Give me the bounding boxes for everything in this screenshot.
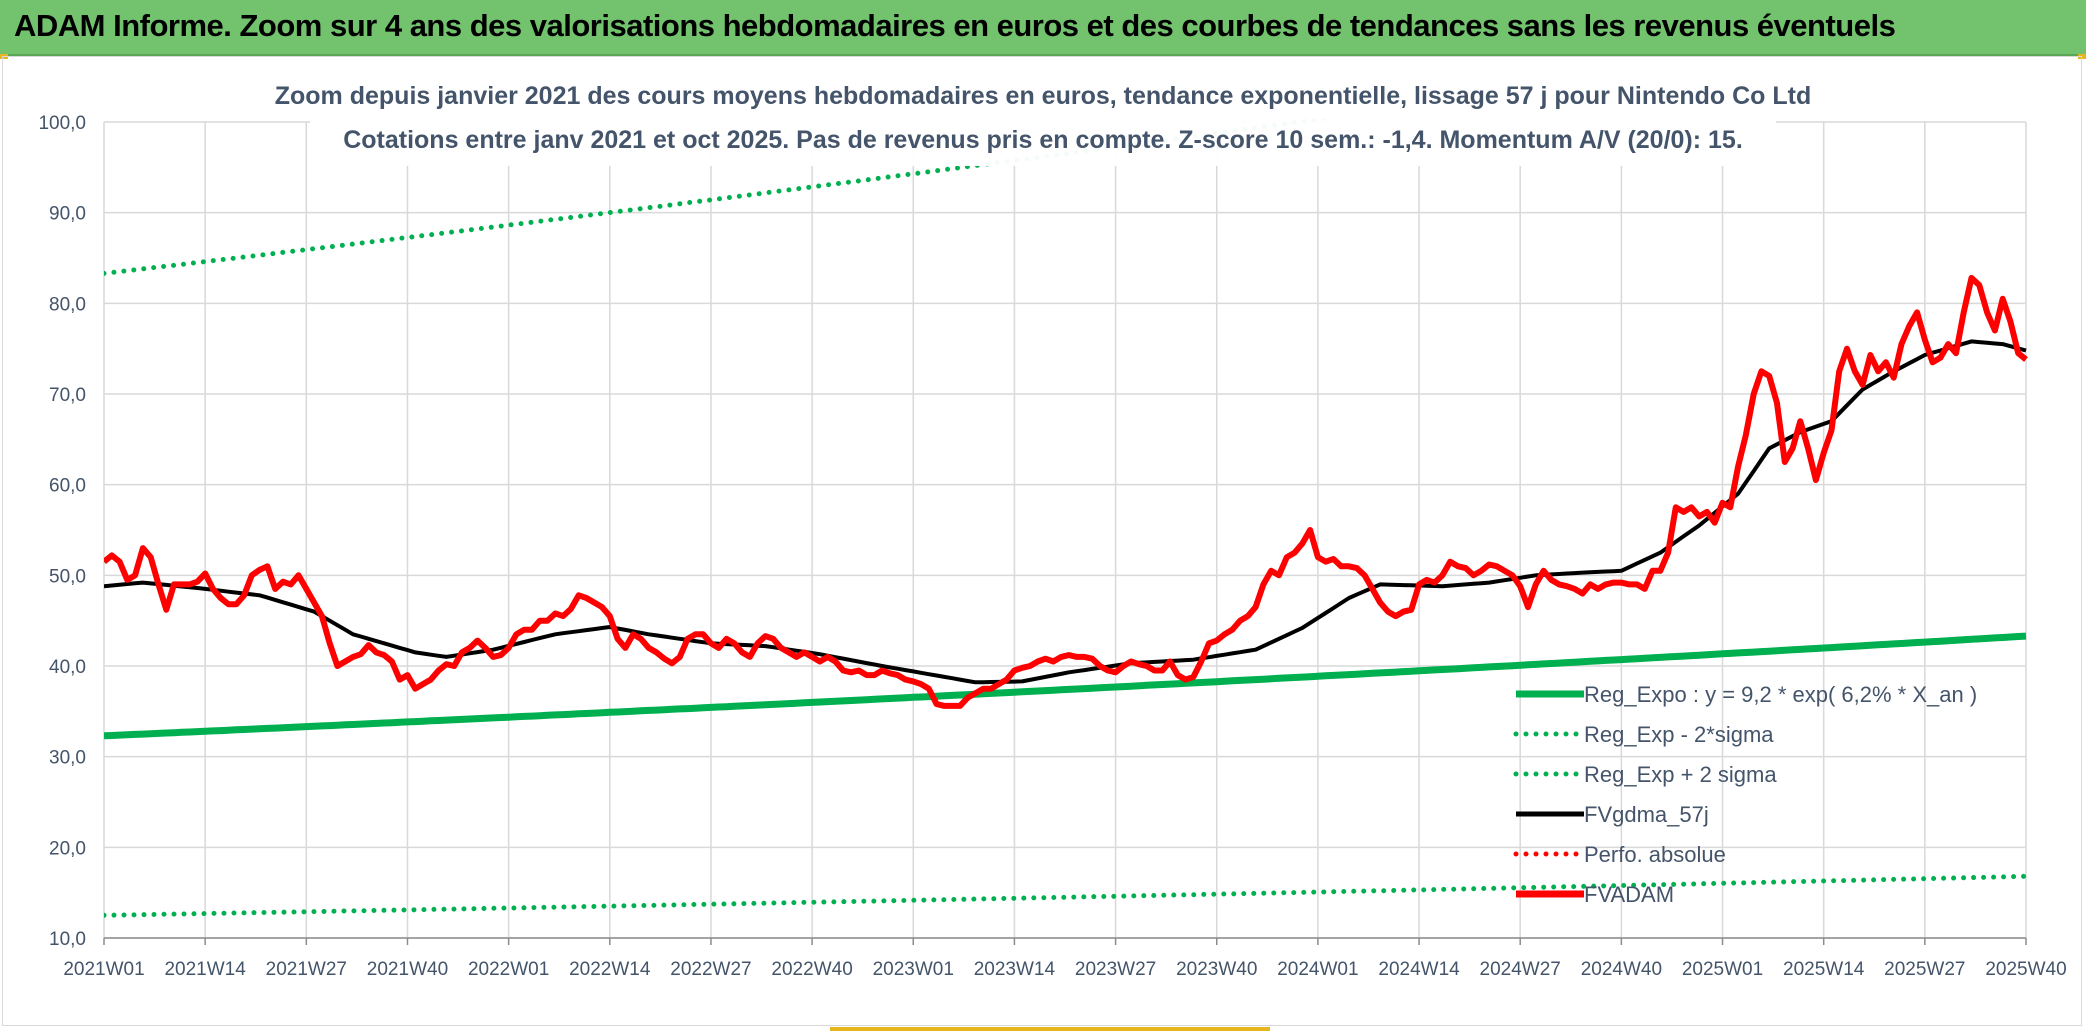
series-reg-minus-2sigma bbox=[104, 873, 2029, 918]
y-tick-label: 30,0 bbox=[49, 748, 86, 769]
series-fvadam bbox=[104, 274, 2028, 709]
x-tick-label: 2021W14 bbox=[164, 959, 246, 980]
x-tick-label: 2025W27 bbox=[1884, 959, 1965, 980]
y-tick-label: 60,0 bbox=[49, 476, 86, 497]
header-bar: ADAM Informe. Zoom sur 4 ans des valoris… bbox=[0, 0, 2086, 56]
x-tick-label: 2021W01 bbox=[63, 959, 144, 980]
y-tick-label: 20,0 bbox=[49, 838, 86, 859]
chart-subtitle: Cotations entre janv 2021 et oct 2025. P… bbox=[343, 126, 1743, 154]
x-tick-label: 2025W01 bbox=[1682, 959, 1763, 980]
legend-label: Reg_Exp - 2*sigma bbox=[1584, 722, 1774, 747]
legend-label: Reg_Exp + 2 sigma bbox=[1584, 762, 1777, 787]
x-tick-label: 2022W14 bbox=[569, 959, 651, 980]
x-tick-label: 2023W40 bbox=[1176, 959, 1257, 980]
y-tick-label: 50,0 bbox=[49, 566, 86, 587]
series-reg-expo bbox=[104, 632, 2027, 740]
x-tick-label: 2021W27 bbox=[266, 959, 347, 980]
x-tick-label: 2023W27 bbox=[1075, 959, 1156, 980]
chart-area bbox=[2, 56, 2082, 1026]
x-tick-label: 2022W27 bbox=[670, 959, 751, 980]
x-tick-label: 2021W40 bbox=[367, 959, 448, 980]
y-tick-label: 70,0 bbox=[49, 385, 86, 406]
y-tick-label: 80,0 bbox=[49, 294, 86, 315]
y-tick-label: 40,0 bbox=[49, 657, 86, 678]
header-title: ADAM Informe. Zoom sur 4 ans des valoris… bbox=[14, 8, 1896, 43]
x-tick-label: 2022W01 bbox=[468, 959, 549, 980]
bottom-accent bbox=[830, 1027, 1270, 1031]
corner-accent-right bbox=[2078, 54, 2086, 59]
chart-title: Zoom depuis janvier 2021 des cours moyen… bbox=[274, 82, 1812, 110]
series-fvgdma-57j bbox=[104, 339, 2027, 685]
x-tick-label: 2025W40 bbox=[1985, 959, 2066, 980]
title-backdrop bbox=[310, 78, 1776, 166]
legend-label: FVADAM bbox=[1584, 882, 1674, 907]
x-tick-label: 2022W40 bbox=[771, 959, 852, 980]
y-tick-label: 10,0 bbox=[49, 929, 86, 950]
x-tick-label: 2023W14 bbox=[974, 959, 1056, 980]
x-tick-label: 2024W40 bbox=[1581, 959, 1662, 980]
y-tick-label: 90,0 bbox=[49, 204, 86, 225]
legend-label: Perfo. absolue bbox=[1584, 842, 1726, 867]
legend-label: FVgdma_57j bbox=[1584, 802, 1709, 827]
x-tick-label: 2023W01 bbox=[873, 959, 954, 980]
x-tick-label: 2024W01 bbox=[1277, 959, 1358, 980]
legend-label: Reg_Expo : y = 9,2 * exp( 6,2% * X_an ) bbox=[1584, 682, 1977, 707]
y-tick-label: 100,0 bbox=[38, 113, 86, 134]
x-tick-label: 2024W27 bbox=[1480, 959, 1561, 980]
x-tick-label: 2024W14 bbox=[1378, 959, 1460, 980]
x-tick-label: 2025W14 bbox=[1783, 959, 1865, 980]
